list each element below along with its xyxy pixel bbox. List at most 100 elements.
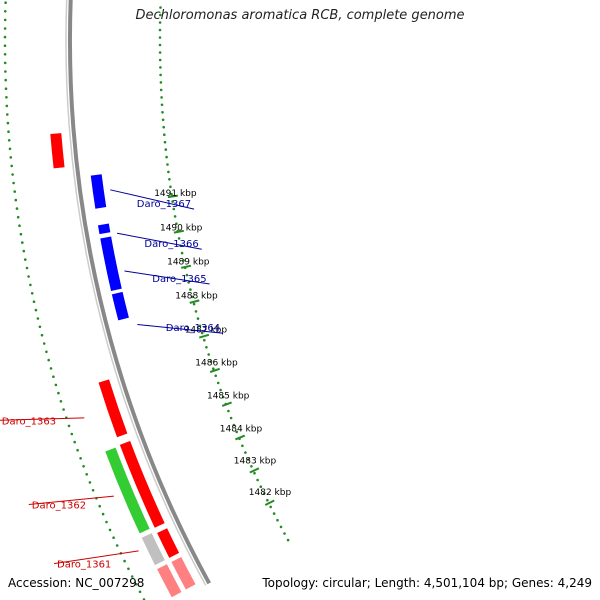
gene-arc[interactable] — [119, 440, 165, 528]
ruler-dot — [14, 198, 18, 202]
ruler-dot — [3, 53, 7, 56]
ruler-tick — [209, 367, 221, 373]
accession-text: Accession: NC_007298 — [8, 576, 145, 590]
ruler-tick — [180, 264, 192, 269]
ruler-tick — [221, 401, 232, 407]
ruler-dot — [6, 121, 10, 125]
ruler-dot — [266, 498, 269, 502]
ruler-dot — [205, 346, 208, 349]
ruler-dot — [134, 582, 138, 586]
ruler-dot — [235, 430, 238, 434]
ruler-dot — [244, 451, 247, 454]
gene-arc[interactable] — [97, 223, 111, 235]
ruler-dot — [180, 251, 184, 255]
ruler-dot — [138, 590, 142, 594]
gene-arc[interactable] — [98, 379, 128, 438]
ruler-dot — [171, 200, 174, 203]
ruler-dot — [3, 35, 7, 39]
ruler-dot — [158, 36, 162, 39]
gene-arc[interactable] — [111, 291, 129, 321]
gene-arc[interactable] — [171, 557, 196, 590]
ruler-dot — [32, 300, 36, 304]
ruler-dot — [27, 275, 30, 278]
ruler-dot — [5, 104, 9, 108]
ruler-dot — [105, 520, 108, 524]
ruler-dot — [227, 409, 230, 413]
gene-label[interactable]: Daro_1367 — [137, 199, 191, 210]
ruler-dot — [163, 140, 167, 144]
ruler-dot — [10, 164, 13, 168]
ruler-dot — [21, 241, 24, 244]
ruler-dot — [159, 88, 163, 92]
gene-arc[interactable] — [157, 564, 182, 598]
ruler-dot — [3, 27, 7, 30]
gene-arc[interactable] — [141, 533, 165, 566]
genome-backbone — [65, 0, 211, 586]
ruler-dot — [158, 28, 162, 32]
ruler-dot — [24, 258, 27, 261]
ruler-dot — [175, 222, 178, 225]
ruler-dot — [16, 215, 20, 219]
gene-features — [50, 133, 196, 598]
ruler-dot — [241, 444, 244, 448]
ruler-dot — [162, 125, 165, 129]
ruler-dot — [209, 360, 213, 363]
gene-label[interactable]: Daro_1366 — [144, 239, 198, 250]
ruler-dot — [158, 43, 162, 47]
ruler-dot — [232, 423, 236, 427]
ruler-dot — [88, 481, 92, 484]
ruler-tick — [167, 194, 178, 199]
ruler-tick — [199, 333, 210, 339]
gene-arc[interactable] — [157, 528, 180, 558]
gene-arc[interactable] — [105, 447, 150, 534]
ruler-dot — [200, 331, 204, 335]
ruler-dot — [4, 87, 8, 90]
ruler-dot — [70, 432, 74, 436]
ruler-dot — [159, 73, 162, 77]
ruler-tick-label: 1484 kbp — [220, 424, 263, 434]
gene-label[interactable]: Daro_1362 — [32, 501, 86, 512]
ruler-dot — [159, 6, 162, 9]
ruler-dot — [159, 81, 163, 84]
ruler-dot — [73, 440, 76, 444]
ruler-dot — [4, 78, 7, 82]
ruler-dot — [4, 1, 7, 4]
ruler-tick — [189, 299, 200, 304]
gene-label[interactable]: Daro_1365 — [152, 274, 206, 285]
ruler-dot — [36, 317, 40, 320]
gene-label[interactable]: Daro_1363 — [2, 416, 56, 427]
gene-leader-line — [0, 417, 85, 421]
ruler-dot — [259, 485, 263, 489]
ruler-tick — [235, 434, 246, 441]
gene-arc[interactable] — [90, 174, 107, 209]
ruler-dot — [47, 358, 50, 362]
ruler-inner-ring — [158, 6, 290, 542]
ruler-dot — [59, 400, 63, 403]
ruler-dot — [76, 448, 79, 452]
backbone-highlight — [65, 0, 207, 586]
ruler-dot — [82, 465, 85, 468]
ruler-dot — [194, 310, 198, 313]
ruler-dot — [159, 66, 162, 69]
ruler-dot — [15, 207, 19, 210]
ruler-dot — [7, 139, 11, 142]
ruler-dot — [158, 51, 162, 54]
ruler-dot — [262, 492, 266, 495]
ruler-dot — [38, 325, 42, 329]
ruler-dot — [207, 353, 210, 356]
ruler-dot — [165, 155, 168, 159]
ruler-dot — [5, 96, 8, 99]
ruler-dot — [250, 465, 253, 468]
gene-label[interactable]: Daro_1361 — [57, 560, 111, 571]
gene-arc[interactable] — [100, 236, 122, 292]
ruler-dot — [167, 170, 170, 174]
gene-arc[interactable] — [50, 133, 65, 169]
ruler-dot — [85, 473, 88, 476]
ruler-dot — [19, 232, 23, 236]
ruler-dot — [30, 292, 34, 295]
gene-label[interactable]: Daro_1364 — [166, 323, 220, 334]
ruler-dot — [112, 536, 115, 539]
ruler-dot — [269, 505, 273, 509]
ruler-dot — [29, 283, 32, 287]
ruler-ticks: 1482 kbp 1483 kbp 1484 kbp 1485 kbp 1486 kbp… — [154, 189, 291, 506]
